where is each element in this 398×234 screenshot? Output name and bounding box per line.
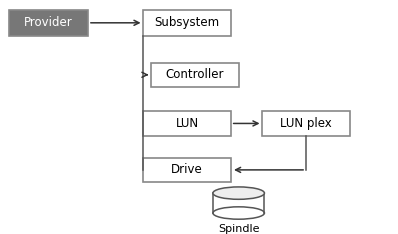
- FancyBboxPatch shape: [143, 158, 231, 182]
- Ellipse shape: [213, 207, 264, 219]
- Text: LUN plex: LUN plex: [280, 117, 332, 130]
- Text: Drive: Drive: [171, 163, 203, 176]
- Text: Spindle: Spindle: [218, 224, 259, 234]
- FancyBboxPatch shape: [151, 63, 239, 87]
- Text: Controller: Controller: [166, 68, 224, 81]
- FancyBboxPatch shape: [262, 111, 350, 136]
- FancyBboxPatch shape: [143, 10, 231, 36]
- Text: Subsystem: Subsystem: [154, 16, 220, 29]
- Text: LUN: LUN: [176, 117, 199, 130]
- Text: Provider: Provider: [24, 16, 73, 29]
- FancyBboxPatch shape: [9, 10, 88, 36]
- FancyBboxPatch shape: [213, 193, 264, 213]
- FancyBboxPatch shape: [143, 111, 231, 136]
- Ellipse shape: [213, 187, 264, 199]
